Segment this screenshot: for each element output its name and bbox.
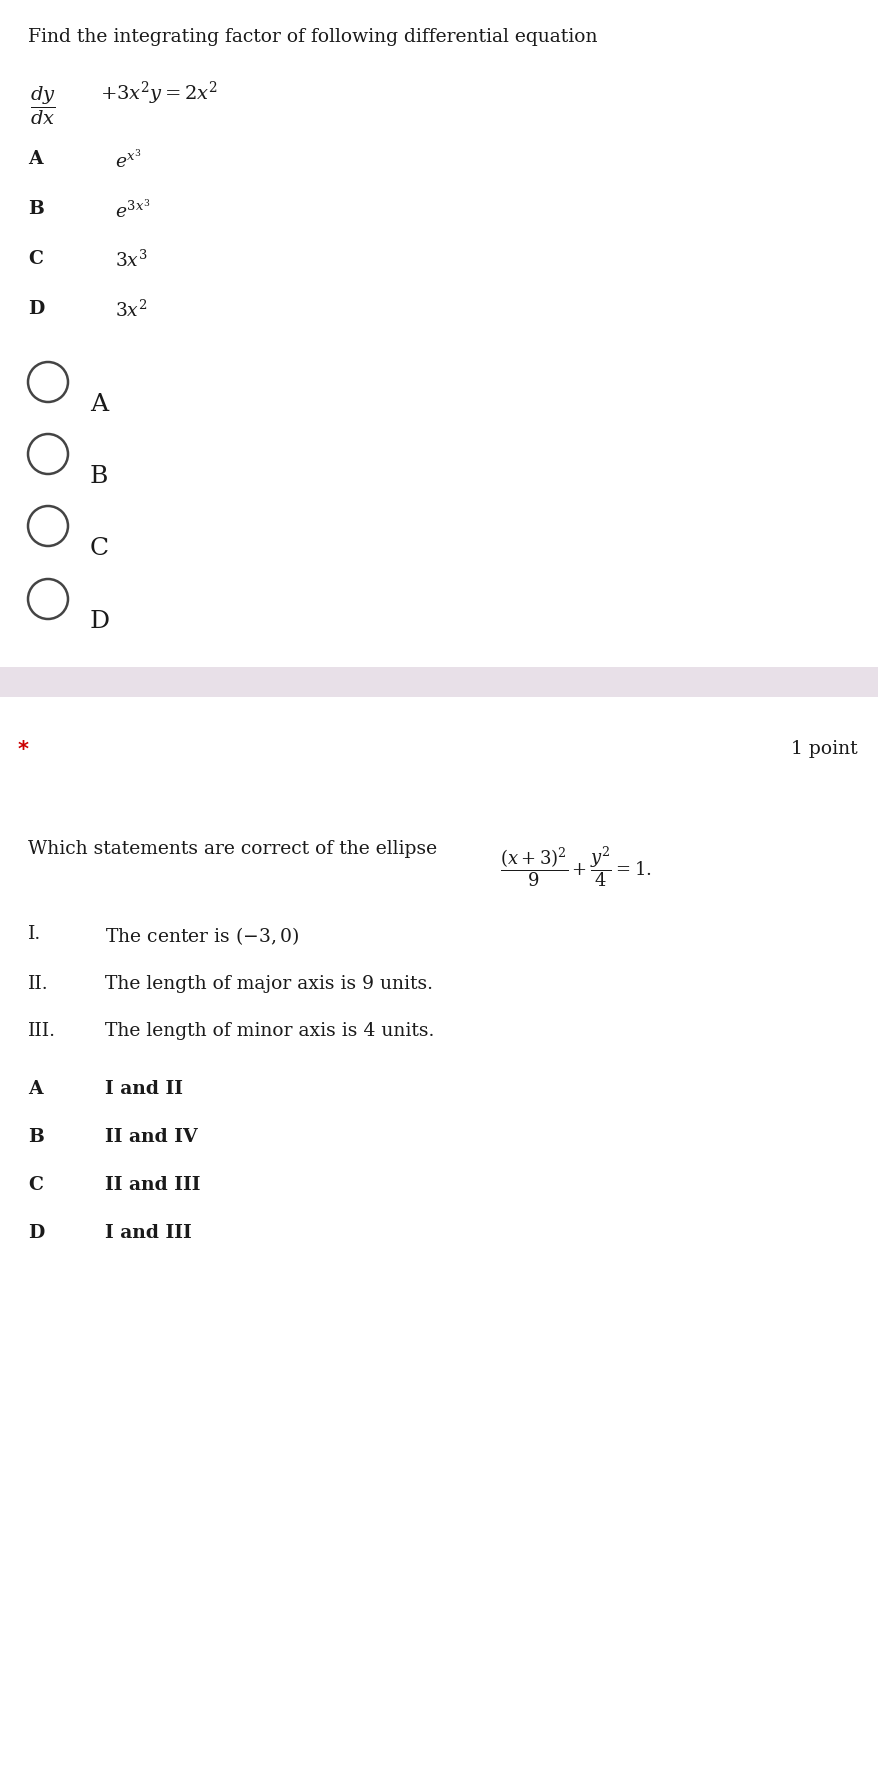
Text: D: D	[90, 609, 110, 633]
Text: $\dfrac{dy}{dx}$: $\dfrac{dy}{dx}$	[30, 86, 55, 127]
Text: C: C	[90, 536, 109, 560]
Text: B: B	[28, 200, 44, 217]
Text: I.: I.	[28, 925, 41, 943]
Text: The length of minor axis is 4 units.: The length of minor axis is 4 units.	[104, 1021, 434, 1039]
Text: $\dfrac{(x+3)^2}{9}+\dfrac{y^2}{4}=1.$: $\dfrac{(x+3)^2}{9}+\dfrac{y^2}{4}=1.$	[500, 843, 651, 889]
Text: II.: II.	[28, 975, 48, 993]
Text: C: C	[28, 1176, 43, 1194]
Text: I and II: I and II	[104, 1080, 183, 1098]
Text: B: B	[90, 465, 108, 488]
Text: II and IV: II and IV	[104, 1128, 198, 1146]
Text: The center is $(-3,0)$: The center is $(-3,0)$	[104, 925, 299, 946]
Text: $+3x^2y=2x^2$: $+3x^2y=2x^2$	[100, 80, 218, 107]
Text: $e^{3x^3}$: $e^{3x^3}$	[115, 200, 150, 223]
Text: A: A	[90, 392, 108, 415]
Text: *: *	[18, 740, 29, 759]
Text: 1 point: 1 point	[790, 740, 857, 757]
Text: C: C	[28, 249, 43, 267]
Text: II and III: II and III	[104, 1176, 200, 1194]
Text: $e^{x^3}$: $e^{x^3}$	[115, 150, 142, 173]
Text: D: D	[28, 299, 44, 317]
Text: A: A	[28, 150, 42, 168]
Text: III.: III.	[28, 1021, 56, 1039]
Text: $3x^3$: $3x^3$	[115, 249, 148, 271]
Text: Find the integrating factor of following differential equation: Find the integrating factor of following…	[28, 29, 597, 46]
Text: The length of major axis is 9 units.: The length of major axis is 9 units.	[104, 975, 433, 993]
Text: Which statements are correct of the ellipse: Which statements are correct of the elli…	[28, 839, 436, 857]
Bar	[0, 668, 878, 697]
Text: D: D	[28, 1222, 44, 1242]
Text: $3x^2$: $3x^2$	[115, 299, 148, 321]
Text: A: A	[28, 1080, 42, 1098]
Text: I and III: I and III	[104, 1222, 191, 1242]
Text: B: B	[28, 1128, 44, 1146]
